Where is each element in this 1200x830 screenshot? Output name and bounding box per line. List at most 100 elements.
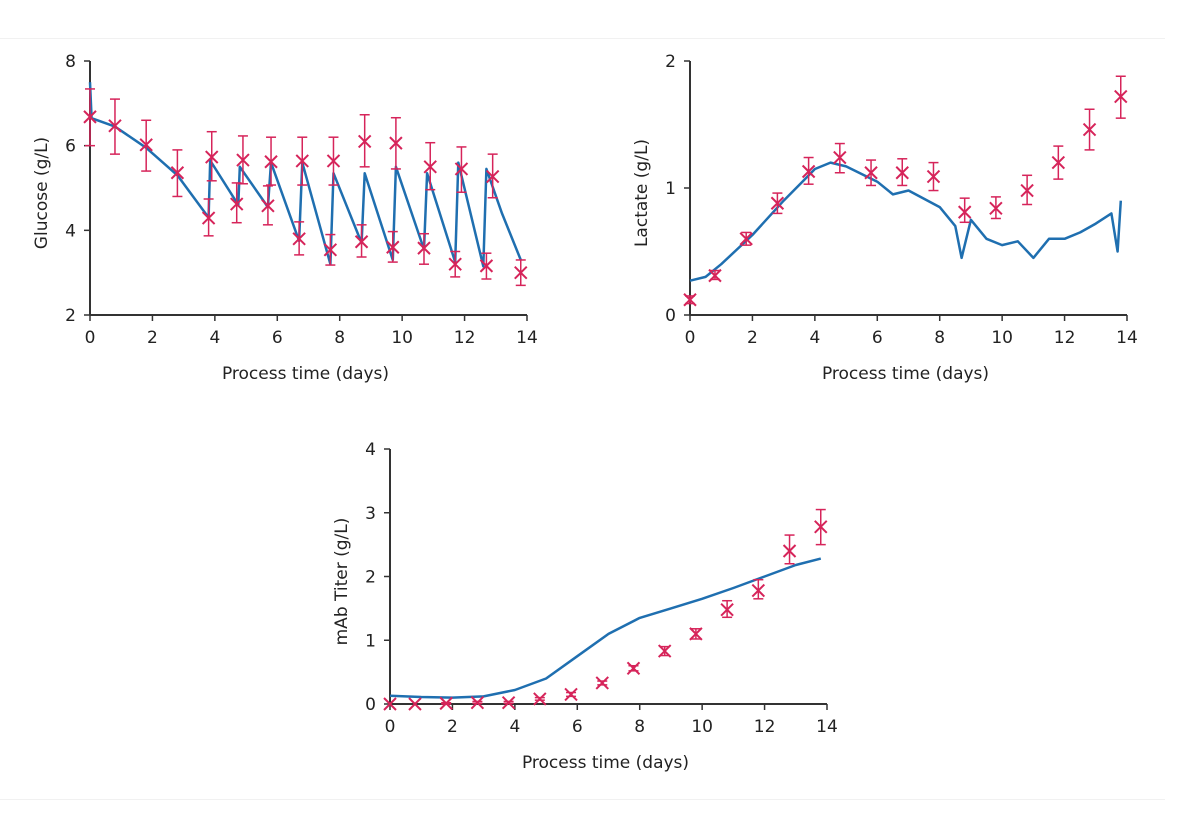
x-tick-label: 12 — [1054, 328, 1076, 348]
x-tick-label: 14 — [1116, 328, 1138, 348]
x-marker — [108, 119, 122, 133]
x-tick-label: 8 — [934, 328, 945, 348]
x-marker — [485, 169, 500, 184]
measured-point — [564, 687, 578, 702]
x-tick-label: 6 — [872, 328, 883, 348]
measured-point — [770, 192, 785, 215]
y-tick-label: 4 — [365, 440, 376, 460]
measured-point — [83, 88, 97, 147]
x-marker — [689, 627, 703, 641]
x-marker — [595, 676, 609, 690]
measured-point — [479, 252, 494, 280]
measured-point — [423, 141, 437, 191]
x-marker — [139, 138, 153, 152]
x-marker — [926, 169, 941, 184]
x-marker — [957, 205, 972, 219]
x-tick-label: 12 — [754, 717, 776, 737]
x-marker — [383, 697, 397, 711]
measured-point — [720, 599, 734, 619]
x-marker — [454, 162, 469, 176]
x-marker — [720, 602, 734, 617]
x-marker — [708, 268, 722, 283]
measured-point — [292, 221, 306, 256]
measured-point — [514, 259, 528, 287]
x-marker — [292, 232, 306, 246]
measured-point — [1020, 174, 1034, 206]
measured-point — [261, 185, 275, 226]
x-marker — [236, 153, 250, 167]
measured-point — [108, 98, 122, 155]
x-marker — [801, 164, 816, 179]
x-tick-label: 12 — [454, 328, 476, 348]
measured-point — [389, 116, 403, 170]
measured-point — [801, 156, 816, 185]
x-marker — [657, 644, 672, 658]
x-tick-label: 0 — [685, 328, 696, 348]
x-tick-label: 14 — [816, 717, 838, 737]
x-marker — [386, 240, 400, 254]
x-axis-label: Process time (days) — [222, 364, 389, 384]
x-marker — [1020, 183, 1034, 198]
x-tick-label: 10 — [391, 328, 413, 348]
measured-point — [417, 232, 431, 265]
x-tick-label: 2 — [447, 717, 458, 737]
y-axis-label: Glucose (g/L) — [32, 137, 52, 249]
x-marker — [479, 259, 494, 273]
measured-point — [814, 508, 828, 546]
x-tick-label: 4 — [809, 328, 820, 348]
measured-point — [864, 159, 878, 187]
x-tick-label: 4 — [509, 717, 520, 737]
x-marker — [229, 197, 244, 211]
y-tick-label: 8 — [65, 52, 76, 72]
measured-point — [782, 534, 797, 565]
y-axis-label: mAb Titer (g/L) — [332, 518, 352, 646]
x-tick-label: 8 — [334, 328, 345, 348]
measured-point — [354, 224, 369, 258]
y-axis-label: Lactate (g/L) — [632, 139, 652, 247]
measured-point — [448, 250, 462, 278]
y-tick-label: 2 — [365, 568, 376, 588]
measured-point — [751, 578, 766, 600]
x-marker — [470, 696, 485, 710]
measured-point — [326, 136, 341, 186]
x-marker — [323, 243, 338, 257]
x-tick-label: 6 — [572, 717, 583, 737]
measured-point — [708, 268, 722, 283]
x-tick-label: 10 — [691, 717, 713, 737]
measured-point — [295, 136, 309, 186]
x-tick-label: 0 — [85, 328, 96, 348]
y-tick-label: 2 — [65, 306, 76, 326]
figure-frame — [0, 38, 1165, 800]
measured-point — [236, 135, 250, 185]
x-marker — [264, 155, 278, 169]
x-tick-label: 8 — [634, 717, 645, 737]
measured-point — [595, 676, 609, 690]
y-tick-label: 0 — [665, 306, 676, 326]
y-tick-label: 1 — [365, 631, 376, 651]
x-marker — [83, 110, 97, 124]
x-tick-label: 2 — [147, 328, 158, 348]
measured-point — [957, 197, 972, 224]
measured-point — [1051, 145, 1066, 180]
x-tick-label: 4 — [209, 328, 220, 348]
y-tick-label: 2 — [665, 52, 676, 72]
x-marker — [423, 160, 437, 174]
x-marker — [864, 166, 878, 180]
measured-point — [501, 696, 516, 710]
measured-point — [989, 196, 1003, 220]
measured-point — [470, 696, 485, 710]
model-line — [689, 161, 1123, 282]
measured-point — [683, 293, 697, 307]
x-marker — [533, 692, 547, 706]
measured-point — [205, 130, 219, 182]
measured-point — [926, 161, 941, 192]
y-tick-label: 1 — [665, 179, 676, 199]
x-marker — [564, 687, 578, 702]
measured-point — [170, 149, 185, 198]
measured-point — [201, 198, 216, 237]
x-tick-label: 10 — [991, 328, 1013, 348]
measured-point — [533, 692, 547, 706]
x-tick-label: 2 — [747, 328, 758, 348]
